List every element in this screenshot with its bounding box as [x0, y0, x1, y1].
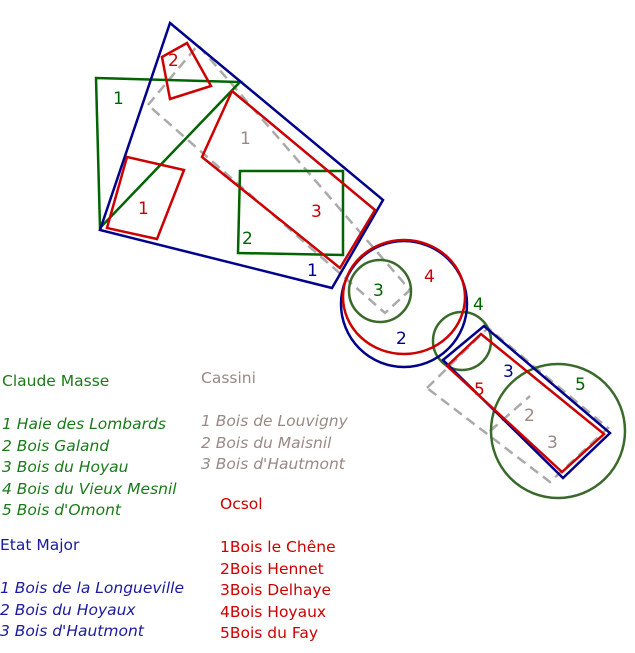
ocsol-shapes [105, 41, 606, 474]
map-label-red-3: 3 [311, 202, 322, 222]
legend-ocsol: Ocsol 1Bois le Chêne 2Bois Hennet 3Bois … [220, 494, 336, 645]
map-label-blue-1: 1 [307, 261, 318, 281]
map-label-green-4: 4 [473, 295, 484, 315]
claude-masse-shapes [94, 76, 345, 257]
map-label-gray-2: 2 [524, 406, 535, 426]
legend-cassini-title: Cassini [201, 369, 256, 387]
claude-masse-shape-1 [94, 76, 243, 232]
ocsol-shape-1 [105, 155, 186, 241]
etat-major-shape-3 [441, 324, 612, 480]
map-labels: 1 2 3 4 5 1 2 3 1 2 3 1 2 3 4 5 [113, 51, 586, 453]
legend-cassini-item-1: 1 Bois de Louvigny [201, 412, 348, 430]
map-label-gray-1: 1 [240, 129, 251, 149]
map-label-red-4: 4 [424, 267, 435, 287]
legend-claude-masse-item-4: 4 Bois du Vieux Mesnil [2, 479, 177, 498]
legend-etat-major-item-3: 3 Bois d'Hautmont [0, 622, 144, 640]
map-label-gray-3: 3 [547, 433, 558, 453]
ocsol-shape-2 [160, 41, 213, 101]
map-label-green-3: 3 [373, 281, 384, 301]
legend-claude-masse-item-3: 3 Bois du Hoyau [2, 458, 129, 476]
legend-ocsol-item-4: 4Bois Hoyaux [220, 602, 327, 621]
map-label-blue-3: 3 [503, 362, 514, 382]
map-label-green-1: 1 [113, 89, 124, 109]
legend-etat-major-title: Etat Major [0, 536, 80, 554]
map-label-red-5: 5 [474, 380, 485, 400]
legend-claude-masse-item-2: 2 Bois Galand [2, 436, 110, 455]
claude-masse-shape-5 [489, 362, 627, 500]
ocsol-shape-4 [341, 238, 467, 356]
map-label-green-5: 5 [575, 375, 586, 395]
etat-major-shape-1 [98, 20, 385, 290]
legend-claude-masse-item-1: 1 Haie des Lombards [2, 415, 166, 433]
legend-cassini-item-3: 3 Bois d'Hautmont [201, 455, 345, 473]
cassini-shape-1 [146, 43, 412, 315]
legend-claude-masse: Claude Masse 1 Haie des Lombards 2 Bois … [2, 371, 177, 522]
map-label-red-2: 2 [168, 51, 179, 71]
claude-masse-shape-2 [236, 169, 345, 257]
map-label-blue-2: 2 [396, 329, 407, 349]
legend-etat-major-item-1: 1 Bois de la Longueville [0, 579, 185, 597]
ocsol-shape-3 [200, 88, 377, 270]
legend-ocsol-item-3: 3Bois Delhaye [220, 581, 332, 599]
legend-ocsol-title: Ocsol [220, 495, 263, 513]
legend-ocsol-item-1: 1Bois le Chêne [220, 538, 336, 556]
legend-ocsol-item-5: 5Bois du Fay [220, 624, 319, 642]
legend-etat-major: Etat Major 1 Bois de la Longueville 2 Bo… [0, 535, 184, 643]
legend-ocsol-item-2: 2Bois Hennet [220, 559, 324, 578]
claude-masse-shape-3 [347, 258, 413, 324]
ocsol-shape-5 [445, 332, 606, 474]
legend-etat-major-item-2: 2 Bois du Hoyaux [0, 600, 136, 619]
legend-cassini-item-2: 2 Bois du Maisnil [201, 433, 332, 452]
map-label-green-2: 2 [242, 229, 253, 249]
cassini-divider [489, 395, 531, 432]
legend-cassini: Cassini 1 Bois de Louvigny 2 Bois du Mai… [201, 368, 348, 476]
map-label-red-1: 1 [138, 199, 149, 219]
legend-claude-masse-title: Claude Masse [2, 372, 110, 390]
legend-claude-masse-item-5: 5 Bois d'Omont [2, 501, 121, 519]
